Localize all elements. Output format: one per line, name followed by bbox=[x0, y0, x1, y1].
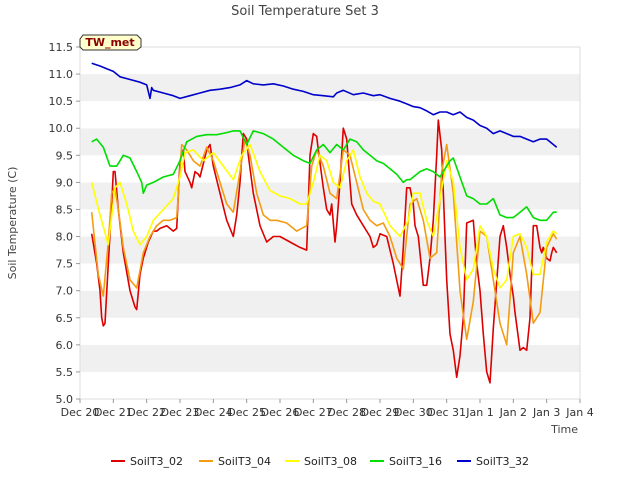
x-tick-label: Jan 1 bbox=[465, 406, 493, 419]
y-tick-label: 7.5 bbox=[56, 258, 74, 271]
x-tick-label: Dec 22 bbox=[127, 406, 166, 419]
x-tick-label: Jan 2 bbox=[499, 406, 527, 419]
y-tick-label: 9.0 bbox=[56, 176, 74, 189]
legend-label: SoilT3_04 bbox=[218, 455, 271, 468]
y-tick-label: 8.0 bbox=[56, 231, 74, 244]
station-tag-label: TW_met bbox=[85, 36, 134, 49]
y-tick-label: 6.0 bbox=[56, 339, 74, 352]
x-tick-label: Dec 23 bbox=[161, 406, 200, 419]
x-tick-label: Dec 27 bbox=[294, 406, 333, 419]
grid-band bbox=[80, 290, 580, 318]
y-tick-label: 11.0 bbox=[49, 68, 74, 81]
x-tick-label: Jan 4 bbox=[565, 406, 593, 419]
y-tick-label: 10.5 bbox=[49, 95, 74, 108]
grid-band bbox=[80, 263, 580, 291]
y-axis: 5.0 5.5 6.0 6.5 7.0 7.5 8.0 8.5 9.0 9.5 10.0 10.5 11… bbox=[49, 41, 80, 406]
grid-band bbox=[80, 101, 580, 129]
grid-band bbox=[80, 182, 580, 210]
chart-title: Soil Temperature Set 3 bbox=[231, 4, 379, 19]
legend-item-soilt3_02: SoilT3_02 bbox=[111, 455, 183, 468]
y-tick-label: 5.5 bbox=[56, 366, 74, 379]
y-axis-label: Soil Temperature (C) bbox=[6, 167, 19, 280]
y-tick-label: 5.0 bbox=[56, 393, 74, 406]
y-tick-label: 11.5 bbox=[49, 41, 74, 54]
x-tick-label: Dec 29 bbox=[361, 406, 400, 419]
x-tick-label: Jan 3 bbox=[532, 406, 560, 419]
y-tick-label: 8.5 bbox=[56, 203, 74, 216]
plot-area bbox=[79, 46, 581, 400]
x-tick-label: Dec 31 bbox=[427, 406, 466, 419]
grid-band bbox=[80, 344, 580, 372]
y-tick-label: 7.0 bbox=[56, 285, 74, 298]
legend-item-soilt3_32: SoilT3_32 bbox=[457, 455, 529, 468]
x-tick-label: Dec 28 bbox=[327, 406, 366, 419]
series-line-soilt3_08 bbox=[90, 143, 558, 289]
legend: SoilT3_02 SoilT3_04 SoilT3_08 SoilT3_16 Soil… bbox=[111, 455, 529, 468]
y-tick-label: 6.5 bbox=[56, 312, 74, 325]
legend-label: SoilT3_32 bbox=[476, 455, 529, 468]
legend-label: SoilT3_02 bbox=[130, 455, 183, 468]
grid-band bbox=[80, 236, 580, 264]
legend-item-soilt3_16: SoilT3_16 bbox=[370, 455, 442, 468]
x-tick-label: Dec 21 bbox=[94, 406, 133, 419]
x-axis-label: Time bbox=[550, 423, 578, 436]
grid-band bbox=[80, 371, 580, 399]
y-tick-label: 9.5 bbox=[56, 149, 74, 162]
x-tick-label: Dec 25 bbox=[227, 406, 266, 419]
legend-label: SoilT3_16 bbox=[389, 455, 442, 468]
grid-bands bbox=[80, 47, 580, 399]
station-tag: TW_met bbox=[79, 34, 142, 51]
grid-band bbox=[80, 317, 580, 345]
legend-label: SoilT3_08 bbox=[304, 455, 357, 468]
x-tick-label: Dec 20 bbox=[61, 406, 100, 419]
series-line-soilt3_02 bbox=[90, 119, 558, 384]
legend-item-soilt3_04: SoilT3_04 bbox=[199, 455, 271, 468]
grid-band bbox=[80, 47, 580, 75]
series-line-soilt3_16 bbox=[91, 130, 557, 222]
series-lines bbox=[90, 62, 558, 384]
legend-item-soilt3_08: SoilT3_08 bbox=[285, 455, 357, 468]
x-tick-label: Dec 26 bbox=[261, 406, 300, 419]
series-line-soilt3_32 bbox=[91, 62, 558, 148]
x-tick-label: Dec 24 bbox=[194, 406, 233, 419]
x-tick-label: Dec 30 bbox=[394, 406, 433, 419]
y-tick-label: 10.0 bbox=[49, 122, 74, 135]
